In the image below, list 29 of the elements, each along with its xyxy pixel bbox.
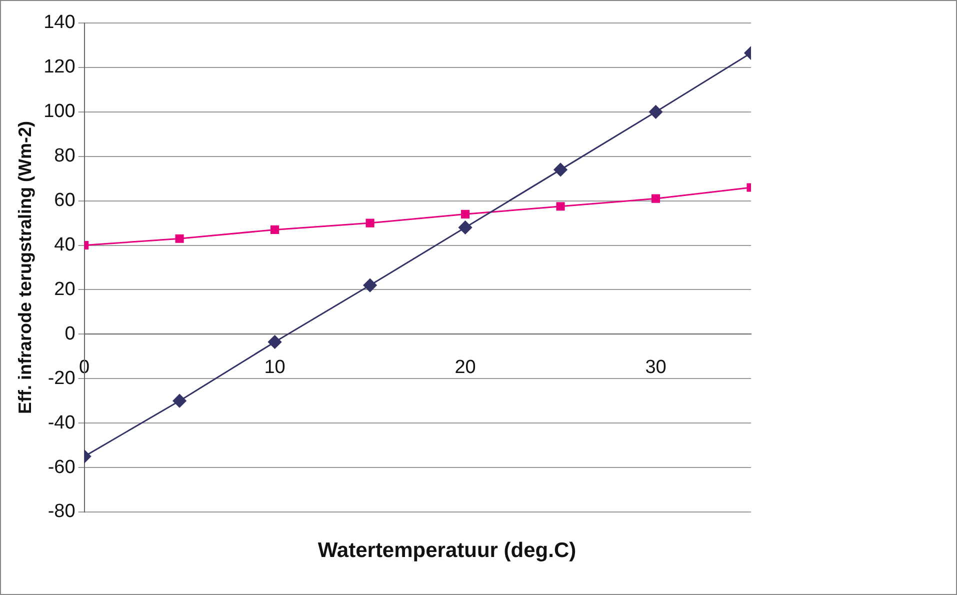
y-tick-label: -60 <box>48 456 76 478</box>
point <box>175 234 184 243</box>
y-tick-label: 140 <box>44 12 76 34</box>
point <box>268 335 282 349</box>
y-tick-label: 60 <box>54 190 76 212</box>
point <box>460 210 470 218</box>
y-tick-label: -80 <box>48 501 76 522</box>
x-tick-label: 30 <box>645 356 666 378</box>
y-axis-title: Eff. infrarode terugstraling (Wm-2) <box>14 120 35 414</box>
y-tick-label: 120 <box>44 56 76 78</box>
point <box>270 225 280 234</box>
point <box>554 162 568 176</box>
point <box>649 105 663 119</box>
point <box>556 202 565 211</box>
y-tick-label: -40 <box>48 412 76 434</box>
x-axis-title: Watertemperatuur (deg.C) <box>316 539 578 563</box>
point <box>172 394 186 408</box>
x-tick-label: 20 <box>454 356 476 378</box>
y-tick-label: -20 <box>48 368 76 389</box>
point <box>458 220 472 234</box>
y-tick-label: 80 <box>54 146 76 167</box>
point <box>366 218 374 228</box>
y-tick-label: 20 <box>54 278 76 300</box>
y-tick-label: 100 <box>44 101 76 122</box>
y-tick-label: 0 <box>64 323 76 344</box>
x-tick-label: 10 <box>264 356 286 378</box>
point <box>363 278 377 292</box>
y-tick-label: 40 <box>54 234 76 256</box>
point <box>651 194 660 203</box>
